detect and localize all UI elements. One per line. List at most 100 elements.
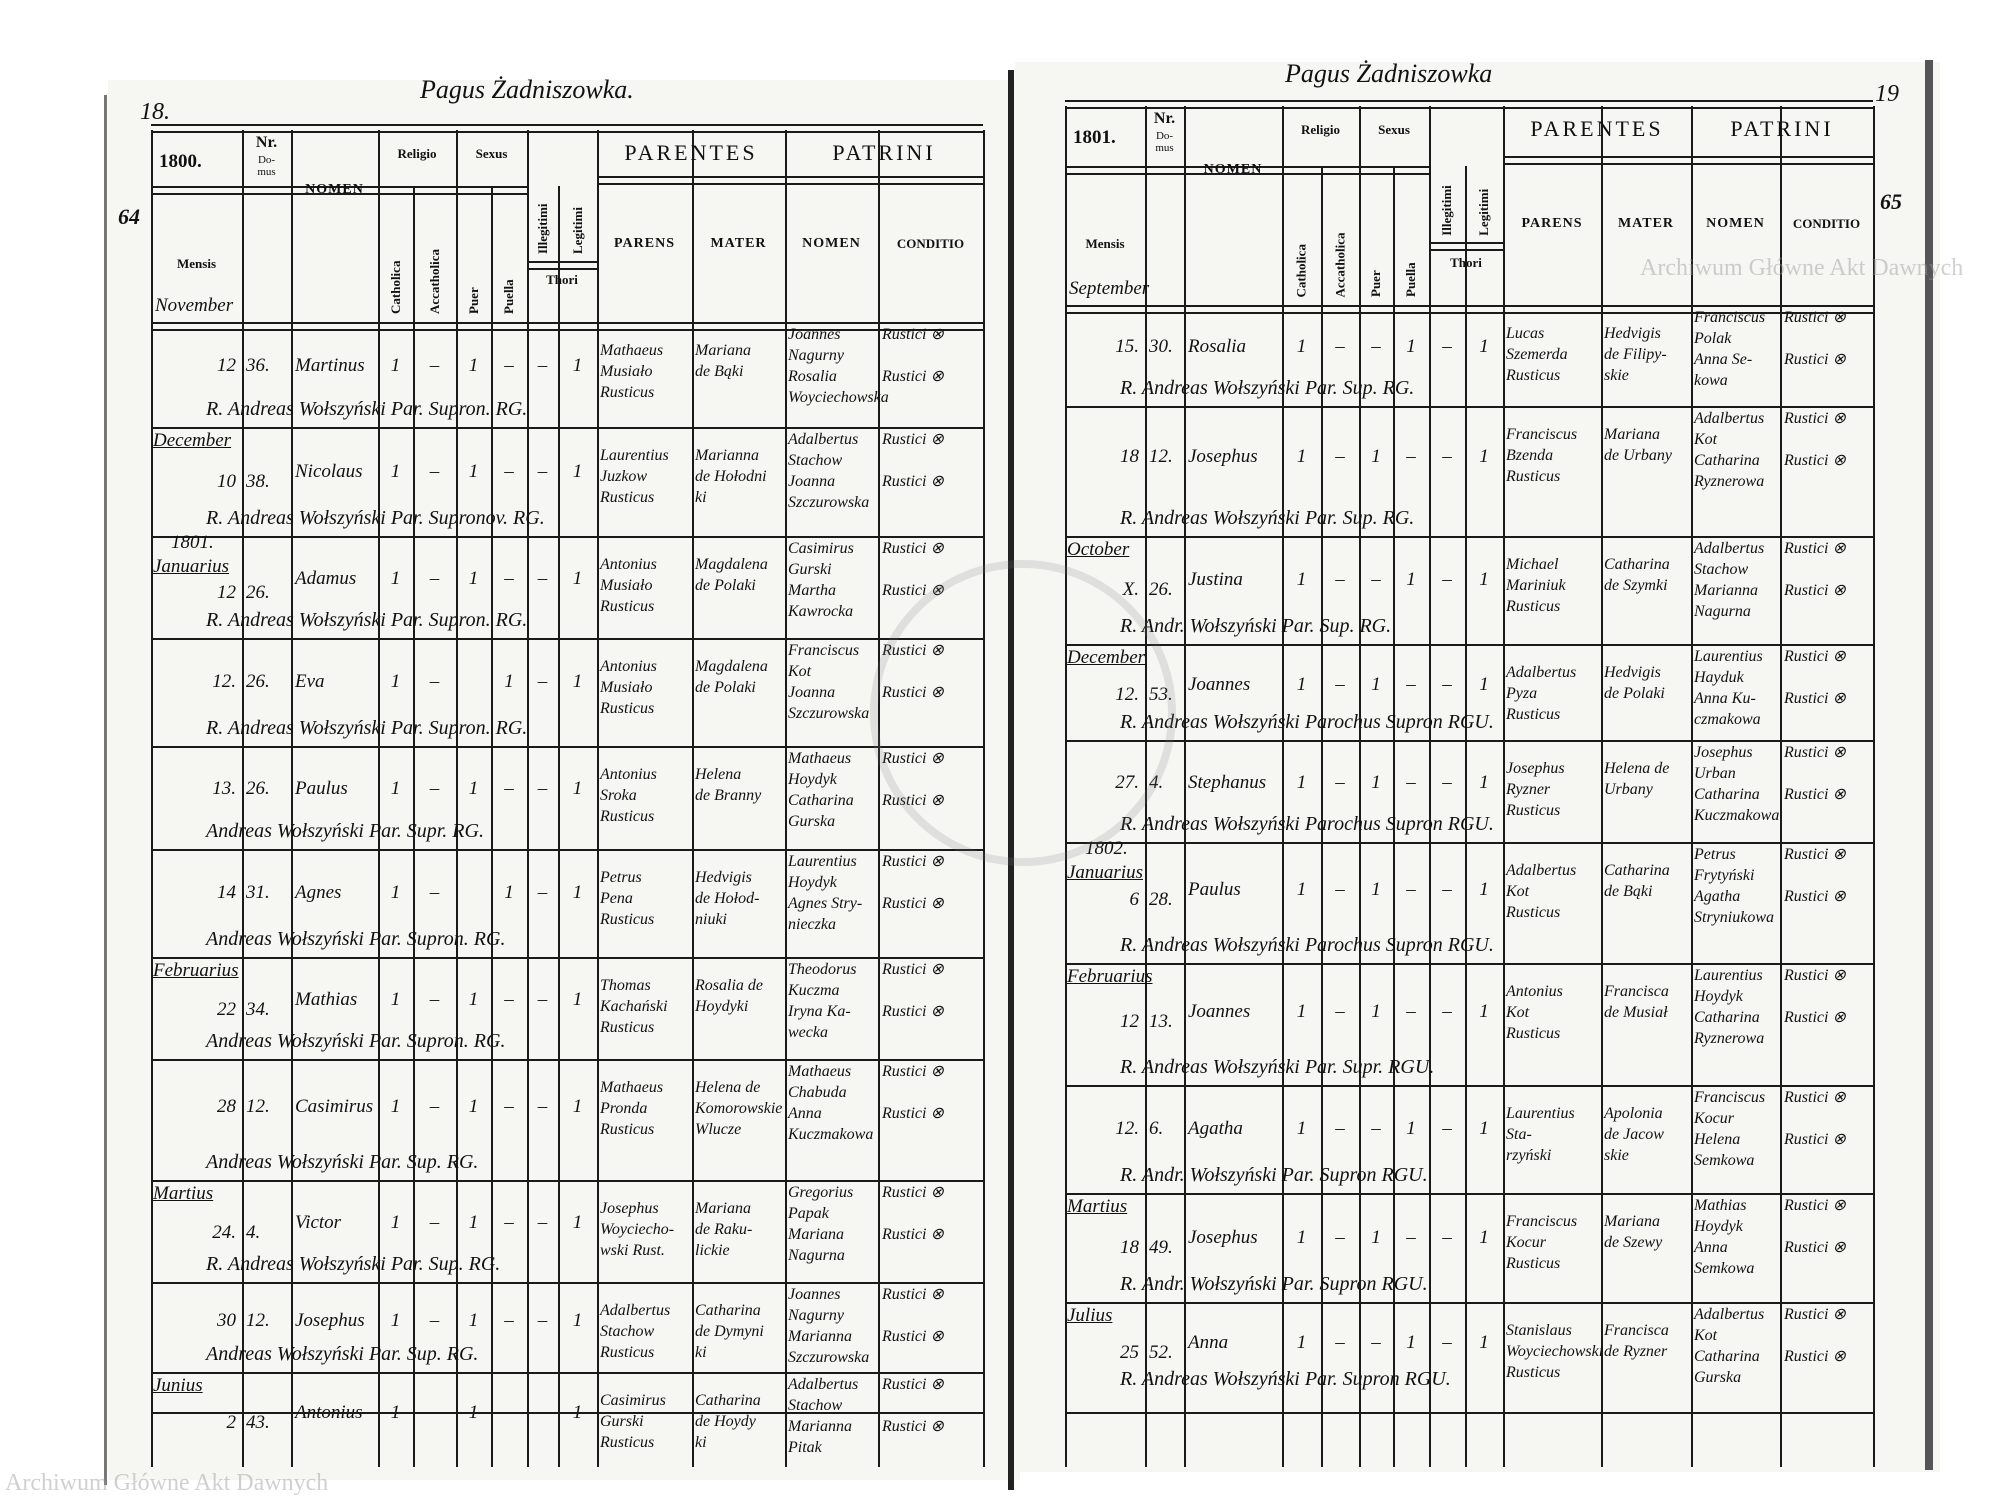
column-rule — [1503, 106, 1505, 1467]
parens-line: Rusticus — [600, 1121, 655, 1138]
patrinus-line: Franciscus — [1694, 1089, 1766, 1106]
entry-separator — [1065, 1302, 1873, 1304]
patrinus-line: Pitak — [788, 1439, 822, 1456]
conditio-line: Rustici ⊗ — [882, 1003, 944, 1020]
entry-mark: 1 — [1479, 673, 1489, 695]
mater-line: Hedvigis — [1604, 664, 1661, 681]
entry-mark: 1 — [1296, 879, 1307, 901]
entry-mark: 1 — [1296, 673, 1307, 695]
margin-note: 64 — [118, 204, 140, 229]
entry-domus: 43. — [246, 1411, 270, 1433]
mater-line: Catharina — [695, 1392, 761, 1409]
header-acatholica: Accatholica — [1332, 232, 1347, 297]
entry-month: Martius — [1067, 1196, 1128, 1217]
patrinus-line: Anna Ku- — [1694, 690, 1756, 707]
entry-separator — [151, 849, 983, 851]
entry-nomen: Martinus — [295, 354, 365, 376]
parens-line: Rusticus — [1506, 367, 1561, 384]
parens-line: Woyciechowski — [1506, 1343, 1604, 1360]
patrini-rule — [785, 176, 983, 185]
conditio-line: Rustici ⊗ — [1784, 1239, 1846, 1256]
parens-line: Adalbertus — [600, 1302, 671, 1319]
entry-nomen: Adamus — [295, 567, 357, 589]
patrinus-line: Catharina — [1694, 1348, 1760, 1365]
entry-day: 12. — [1115, 1118, 1139, 1140]
entry-mark: – — [1442, 1226, 1452, 1248]
patrinus-line: Szczurowska — [788, 705, 870, 722]
header-religio: Religio — [397, 146, 437, 161]
patrinus-line: Hayduk — [1694, 669, 1744, 686]
header-year: 1800. — [159, 151, 202, 172]
column-rule — [491, 186, 493, 1467]
conditio-line: Rustici ⊗ — [882, 853, 944, 870]
entry-mark: 1 — [1479, 336, 1489, 358]
patrinus-line: Urban — [1694, 765, 1736, 782]
entry-day: 12 — [1120, 1010, 1139, 1032]
parens-line: wski Rust. — [600, 1242, 665, 1259]
entry-nomen: Casimirus — [295, 1096, 374, 1118]
header-puer: Puer — [465, 287, 481, 314]
patrinus-line: Kot — [788, 663, 812, 680]
mater-line: Wlucze — [695, 1121, 742, 1138]
mater-line: Hoydyki — [695, 998, 749, 1015]
header-legitimi: Legitimi — [569, 207, 585, 254]
parens-line: Ryzner — [1506, 781, 1551, 798]
patrinus-line: Adalbertus — [788, 431, 859, 448]
mater-line: de Urbany — [1604, 447, 1672, 464]
header-legitimi: Legitimi — [1476, 188, 1491, 236]
thori-rule — [527, 260, 597, 270]
entry-mark: 1 — [1406, 569, 1416, 591]
village-title: Pagus Żadniszowka. — [420, 75, 634, 104]
column-rule — [1429, 106, 1431, 1467]
conditio-line: Rustici ⊗ — [882, 1184, 944, 1201]
parens-line: Michael — [1506, 556, 1559, 573]
entry-nomen: Joannes — [1188, 673, 1251, 695]
entry-mark: 1 — [1371, 1226, 1381, 1248]
entry-nomen: Mathias — [295, 988, 358, 1010]
entry-mark: 1 — [572, 777, 583, 799]
column-rule — [151, 130, 153, 1467]
mater-line: Urbany — [1604, 781, 1653, 798]
header-bottom-rule — [1065, 305, 1873, 314]
column-rule — [1691, 106, 1693, 1467]
patrinus-line: wecka — [788, 1024, 828, 1041]
entry-mark: – — [1442, 446, 1452, 467]
parentes-rule — [1503, 156, 1691, 165]
patrinus-line: Stryniukowa — [1694, 909, 1774, 926]
patrinus-line: Marianna — [1694, 582, 1758, 599]
parens-line: Rusticus — [1506, 468, 1561, 485]
patrinus-line: Szczurowska — [788, 494, 870, 511]
entry-mark: – — [1442, 569, 1452, 591]
header-domus: Do-mus — [257, 154, 276, 178]
patrinus-line: kowa — [1694, 372, 1728, 389]
entry-nomen: Paulus — [295, 777, 348, 799]
patrinus-line: Mathaeus — [788, 750, 852, 767]
entry-day: 30 — [217, 1310, 236, 1331]
entry-mark: – — [1442, 879, 1452, 901]
mater-line: de Musiał — [1604, 1004, 1668, 1021]
conditio-line: Rustici ⊗ — [1784, 1348, 1846, 1365]
mater-line: Marianna — [695, 447, 759, 464]
entry-day: 14 — [217, 882, 236, 904]
patrinus-line: Kot — [1694, 1327, 1718, 1344]
page-number: 19 — [1875, 81, 1899, 107]
parens-line: Casimirus — [600, 1392, 666, 1409]
patrinus-line: czmakowa — [1694, 711, 1761, 728]
patrinus-line: Kocur — [1694, 1110, 1734, 1127]
entry-separator — [1065, 740, 1873, 742]
entry-domus: 30. — [1149, 336, 1173, 358]
conditio-line: Rustici ⊗ — [1784, 1009, 1846, 1026]
column-rule — [558, 186, 560, 1467]
entry-mark: 1 — [1479, 569, 1489, 591]
header-thori: Thori — [1450, 255, 1482, 270]
entry-mark: 1 — [1296, 1118, 1307, 1140]
entry-domus: 26. — [246, 671, 270, 693]
patrinus-line: Iryna Ka- — [788, 1003, 851, 1020]
patrinus-line: Joannes — [788, 1286, 841, 1303]
page-edge-left — [104, 95, 107, 1485]
conditio-line: Rustici ⊗ — [882, 1376, 944, 1393]
entry-mark: – — [504, 567, 514, 589]
entry-mark: 1 — [1296, 336, 1307, 358]
entry-mark: 1 — [468, 1211, 479, 1233]
entry-mark: – — [537, 671, 548, 693]
